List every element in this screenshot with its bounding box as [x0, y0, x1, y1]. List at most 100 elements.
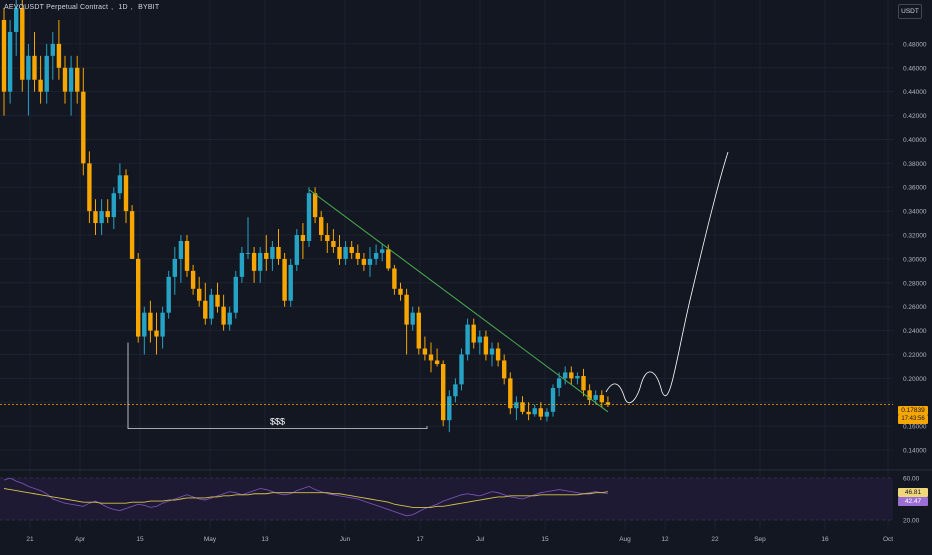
candle-body: [239, 252, 245, 277]
candle-body: [520, 402, 525, 412]
time-axis[interactable]: 21 Apr 15 May 13 Jun 17 Jul 15 Aug 12 22 Sep 16 Oct: [26, 536, 893, 543]
rsi-ma-line: [3, 488, 608, 508]
candle-body: [136, 258, 141, 337]
candle-body: [428, 354, 434, 361]
candle-body: [410, 312, 415, 325]
candle-body: [563, 372, 568, 379]
projection-path[interactable]: [605, 151, 729, 404]
candle-body: [81, 91, 86, 164]
candle-body: [508, 378, 513, 409]
candle-body: [441, 364, 446, 421]
candle-body: [453, 384, 458, 397]
liquidity-level-line[interactable]: [127, 342, 428, 429]
candle-body: [349, 246, 354, 253]
price-axis-label: 0.42000: [903, 113, 927, 120]
time-axis-label: 13: [261, 536, 269, 543]
candle-body: [178, 241, 184, 259]
candle-body: [26, 55, 31, 80]
symbol-name[interactable]: AEVOUSDT Perpetual Contract: [4, 4, 109, 11]
candle-body: [288, 264, 293, 301]
price-axis-label: 0.36000: [903, 185, 927, 192]
time-axis-label: 21: [26, 536, 34, 543]
candle-body: [154, 330, 159, 337]
candle-body: [282, 258, 287, 301]
candle-body: [593, 395, 598, 400]
time-axis-label: Jul: [476, 536, 485, 543]
price-axis-label: 0.34000: [903, 209, 927, 216]
candle-body: [556, 378, 562, 388]
time-axis-label: 22: [711, 536, 719, 543]
candle-body: [50, 43, 55, 56]
candle-body: [294, 235, 299, 265]
time-axis-label: Oct: [883, 536, 893, 543]
candle-body: [111, 193, 116, 218]
candle-body: [270, 246, 275, 259]
time-axis-label: Aug: [619, 536, 631, 543]
candle-body: [514, 402, 519, 409]
exchange-label: BYBIT: [138, 4, 160, 11]
candle-body: [123, 175, 129, 212]
candle-body: [1, 20, 7, 92]
candle-body: [416, 312, 421, 349]
candle-body: [227, 312, 232, 325]
candle-body: [264, 252, 269, 259]
candle-body: [7, 31, 13, 92]
candle-body: [465, 324, 470, 355]
candle-body: [398, 288, 403, 295]
candle-body: [20, 8, 25, 80]
candle-body: [99, 211, 104, 224]
candle-body: [422, 348, 428, 355]
price-axis-label: 0.40000: [903, 137, 927, 144]
time-axis-label: May: [204, 536, 217, 543]
candle-body: [251, 252, 257, 271]
price-axis[interactable]: 0.48000 0.46000 0.44000 0.42000 0.40000 0.380…: [903, 41, 927, 454]
interval-label[interactable]: 1D: [118, 4, 128, 11]
candle-body: [93, 211, 98, 224]
candle-body: [68, 67, 74, 92]
liquidity-label: $$$: [270, 417, 285, 427]
price-axis-label: 0.44000: [903, 89, 927, 96]
price-axis-label: 0.30000: [903, 256, 927, 263]
trendline[interactable]: [308, 189, 609, 413]
candle-body: [434, 360, 440, 365]
price-axis-label: 0.14000: [903, 448, 927, 455]
candle-body: [471, 324, 476, 343]
time-axis-label: 15: [136, 536, 144, 543]
symbol-header[interactable]: AEVOUSDT Perpetual Contract, 1D, BYBIT: [4, 4, 160, 11]
candle-body: [44, 55, 49, 92]
candle-body: [300, 235, 306, 241]
candle-body: [392, 268, 397, 289]
candle-body: [343, 246, 348, 259]
candle-body: [190, 270, 196, 289]
price-axis-label: 0.16000: [903, 424, 927, 431]
price-axis-label: 0.26000: [903, 304, 927, 311]
candle-body: [166, 276, 171, 313]
candle-body: [599, 395, 604, 403]
candle-body: [87, 163, 92, 212]
drawings[interactable]: $$$: [127, 151, 729, 429]
currency-button[interactable]: USDT: [898, 4, 922, 19]
candle-body: [581, 375, 586, 391]
candle-body: [209, 294, 214, 319]
candle-body: [172, 258, 177, 277]
candle-body: [56, 43, 62, 68]
candle-body: [447, 396, 452, 421]
candle-body: [380, 249, 385, 253]
candle-body: [32, 55, 37, 80]
rsi-axis-label: 20.00: [903, 518, 920, 525]
candle-body: [361, 258, 367, 265]
candle-body: [550, 387, 556, 412]
candle-body: [337, 246, 342, 259]
candle-body: [477, 336, 482, 343]
candle-body: [276, 246, 281, 259]
candle-body: [459, 354, 464, 385]
candle-body: [587, 390, 592, 400]
candle-body: [142, 312, 147, 337]
time-axis-label: Apr: [75, 536, 86, 543]
candle-body: [197, 288, 202, 301]
candle-body: [489, 348, 495, 355]
candle-body: [502, 360, 507, 379]
candle-body: [331, 241, 336, 247]
